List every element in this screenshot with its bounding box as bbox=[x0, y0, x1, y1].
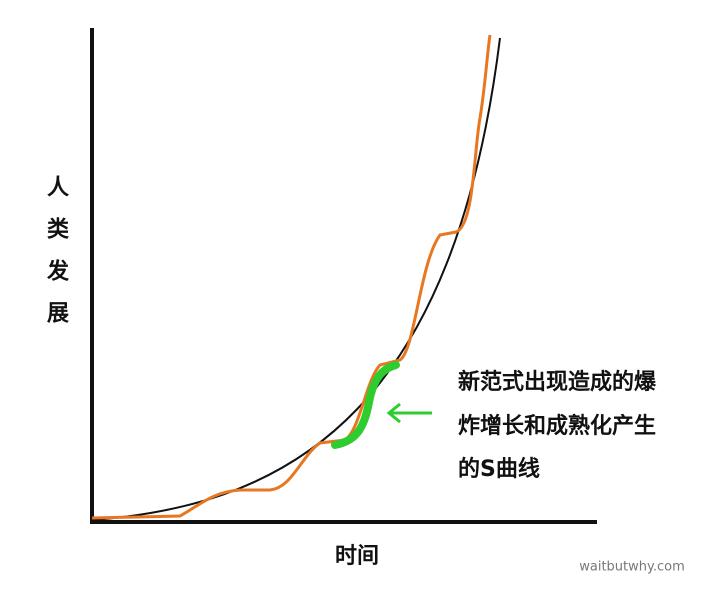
highlighted-s-curve bbox=[331, 361, 400, 449]
y-axis-label: 人类发展 bbox=[43, 175, 70, 343]
arrow-head bbox=[386, 402, 401, 424]
annotation-line: 的S曲线 bbox=[458, 456, 540, 482]
x-axis-label: 时间 bbox=[335, 544, 379, 569]
annotation-line: 炸增长和成熟化产生 bbox=[458, 413, 656, 439]
watermark: waitbutwhy.com bbox=[579, 560, 685, 575]
s-curves bbox=[91, 34, 492, 520]
annotation-line: 新范式出现造成的爆 bbox=[458, 369, 657, 395]
